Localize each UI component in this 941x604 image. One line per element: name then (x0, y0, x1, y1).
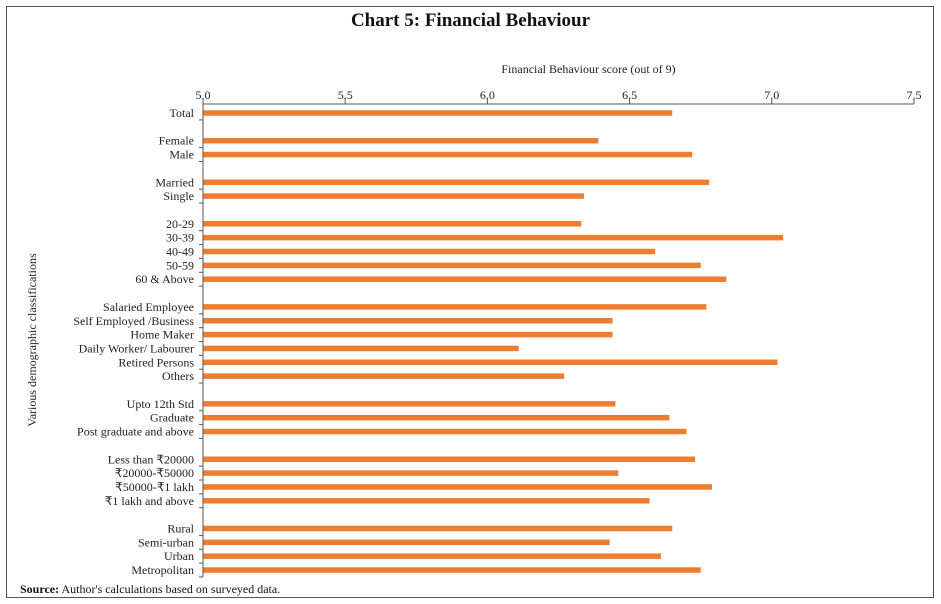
category-label: Graduate (150, 411, 194, 425)
x-tick-label: 6.0 (480, 88, 495, 102)
category-label: Male (169, 148, 194, 162)
source-text: Author's calculations based on surveyed … (59, 582, 281, 596)
category-label: Less than ₹20000 (108, 452, 194, 466)
category-label: 50-59 (166, 258, 194, 272)
bar (203, 193, 585, 199)
category-label: 40-49 (166, 245, 194, 259)
category-label: Semi-urban (138, 535, 194, 549)
bar (203, 401, 616, 407)
category-label: 30-39 (166, 231, 194, 245)
x-tick-label: 6.5 (622, 88, 637, 102)
bar (203, 456, 696, 462)
category-label: 60 & Above (135, 272, 194, 286)
category-label: Others (162, 369, 194, 383)
category-label: Married (155, 175, 194, 189)
bar (203, 248, 656, 255)
category-label: Female (159, 134, 194, 148)
category-label: Upto 12th Std (127, 397, 194, 411)
category-label: Self Employed /Business (73, 314, 194, 328)
bar (203, 567, 701, 573)
bar (203, 428, 687, 435)
bar (203, 345, 519, 352)
category-label: Urban (164, 549, 194, 563)
bar (203, 331, 613, 338)
bar (203, 234, 784, 241)
x-tick-label: 7.5 (907, 88, 922, 102)
category-label: ₹20000-₹50000 (115, 466, 194, 480)
category-label: ₹50000-₹1 lakh (115, 480, 194, 494)
bar (203, 484, 713, 490)
category-label: Post graduate and above (77, 425, 194, 439)
bar (203, 137, 599, 144)
bar (203, 110, 673, 116)
bar (203, 359, 778, 366)
category-label: Salaried Employee (103, 300, 194, 314)
category-label: Metropolitan (131, 563, 194, 577)
category-label: 20-29 (166, 217, 194, 231)
x-tick-label: 7.0 (764, 88, 779, 102)
category-label: Single (163, 189, 194, 203)
bar (203, 179, 710, 185)
bar (203, 151, 693, 158)
bar (203, 553, 661, 559)
bar (203, 304, 707, 310)
bar (203, 539, 610, 546)
bar (203, 525, 673, 532)
category-label: Retired Persons (118, 355, 194, 369)
chart-title: Chart 5: Financial Behaviour (350, 10, 591, 31)
x-tick-label: 5.5 (338, 88, 353, 102)
source-label: Source: (20, 582, 60, 596)
bar (203, 276, 727, 282)
category-label: Total (170, 106, 195, 120)
bar (203, 373, 565, 379)
category-label: Rural (167, 522, 194, 536)
bar (203, 318, 613, 324)
category-label: Daily Worker/ Labourer (79, 341, 194, 355)
category-label: Home Maker (130, 328, 194, 342)
x-axis-label: Financial Behaviour score (out of 9) (501, 62, 675, 76)
x-tick-label: 5.0 (196, 88, 211, 102)
bar (203, 262, 701, 269)
source-note: Source: Author's calculations based on s… (20, 582, 280, 597)
category-label: ₹1 lakh and above (105, 494, 194, 508)
bar (203, 414, 670, 421)
bar (203, 470, 619, 476)
bar (203, 498, 650, 504)
bar (203, 221, 582, 227)
y-axis-label: Various demographic classifications (25, 253, 39, 427)
